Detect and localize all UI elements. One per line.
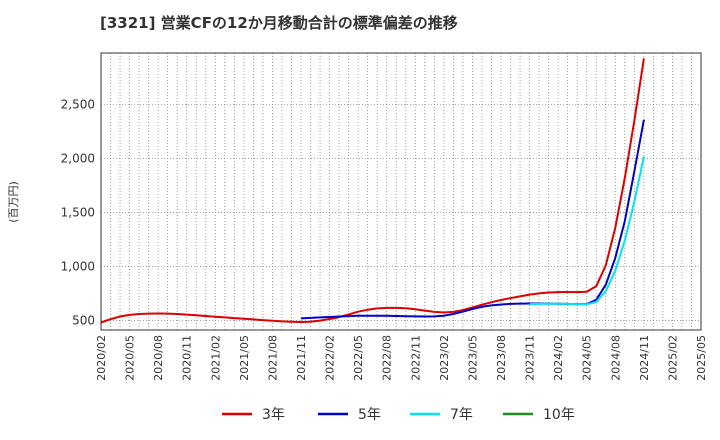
y-tick-label: 2,500 <box>61 98 95 112</box>
x-tick-label: 2022/02 <box>324 335 337 381</box>
x-tick-label: 2023/02 <box>438 335 451 381</box>
plot-frame <box>100 52 702 331</box>
x-tick-label: 2021/08 <box>266 335 279 381</box>
x-tick-label: 2020/02 <box>95 335 108 381</box>
y-tick-label: 2,000 <box>61 152 95 166</box>
series-lines <box>100 58 645 324</box>
y-tick-label: 1,500 <box>61 206 95 220</box>
x-tick-label: 2025/02 <box>666 335 679 381</box>
legend-label: 10年 <box>543 407 575 423</box>
y-axis-label: (百万円) <box>7 181 20 223</box>
x-tick-label: 2020/11 <box>181 335 194 381</box>
x-tick-label: 2023/08 <box>495 335 508 381</box>
series-line-7年 <box>529 156 645 306</box>
y-tick-label: 500 <box>72 313 95 327</box>
series-line-3年 <box>100 58 645 324</box>
x-tick-label: 2020/08 <box>152 335 165 381</box>
legend: 3年 5年 7年 10年 <box>222 407 575 423</box>
grid-lines <box>101 53 701 330</box>
x-tick-label: 2021/11 <box>295 335 308 381</box>
x-tick-label: 2021/02 <box>209 335 222 381</box>
y-axis-ticks: 500 1,000 1,500 2,000 2,500 <box>61 98 95 328</box>
x-tick-label: 2024/08 <box>609 335 622 381</box>
x-tick-label: 2023/05 <box>466 335 479 381</box>
legend-label: 3年 <box>262 407 285 423</box>
x-tick-label: 2023/11 <box>524 335 537 381</box>
x-tick-label: 2020/05 <box>124 335 137 381</box>
chart-title: [3321] 営業CFの12か月移動合計の標準偏差の推移 <box>100 14 458 32</box>
x-tick-label: 2022/11 <box>409 335 422 381</box>
x-tick-label: 2021/05 <box>238 335 251 381</box>
x-tick-label: 2025/05 <box>695 335 708 381</box>
x-tick-label: 2022/05 <box>352 335 365 381</box>
x-axis-ticks: 2020/02 2020/05 2020/08 2020/11 2021/02 2021/… <box>95 335 708 381</box>
y-tick-label: 1,000 <box>61 259 95 273</box>
plot-background <box>101 53 701 330</box>
x-tick-label: 2022/08 <box>381 335 394 381</box>
legend-label: 7年 <box>450 407 473 423</box>
x-tick-label: 2024/11 <box>638 335 651 381</box>
x-tick-label: 2024/05 <box>581 335 594 381</box>
legend-label: 5年 <box>358 407 381 423</box>
x-tick-label: 2024/02 <box>552 335 565 381</box>
